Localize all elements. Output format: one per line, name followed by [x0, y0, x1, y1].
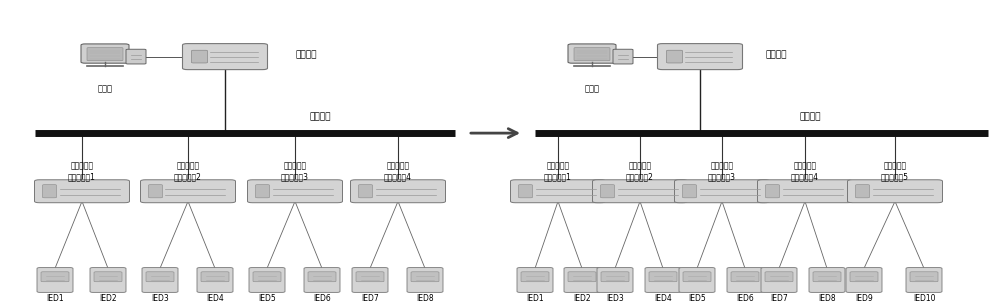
Text: IED4: IED4 [654, 294, 672, 303]
Text: IED5: IED5 [258, 294, 276, 303]
FancyBboxPatch shape [848, 180, 942, 203]
Text: 数字式继电
保护测试裈5: 数字式继电 保护测试裈5 [881, 162, 909, 181]
FancyBboxPatch shape [256, 185, 270, 198]
FancyBboxPatch shape [197, 267, 233, 293]
Text: 系统总线: 系统总线 [309, 112, 331, 121]
Text: 系统总线: 系统总线 [799, 112, 821, 121]
FancyBboxPatch shape [308, 272, 336, 282]
FancyBboxPatch shape [90, 267, 126, 293]
FancyBboxPatch shape [253, 272, 281, 282]
FancyBboxPatch shape [146, 272, 174, 282]
FancyBboxPatch shape [148, 185, 162, 198]
FancyBboxPatch shape [81, 44, 129, 63]
FancyBboxPatch shape [856, 185, 870, 198]
Text: 数字式继电
保护测试裈4: 数字式继电 保护测试裈4 [384, 162, 412, 181]
Text: IED6: IED6 [736, 294, 754, 303]
FancyBboxPatch shape [356, 272, 384, 282]
Text: IED3: IED3 [151, 294, 169, 303]
Text: 仿真主机: 仿真主机 [765, 50, 786, 60]
FancyBboxPatch shape [249, 267, 285, 293]
Text: IED1: IED1 [46, 294, 64, 303]
FancyBboxPatch shape [679, 267, 715, 293]
FancyBboxPatch shape [94, 272, 122, 282]
Text: IED1: IED1 [526, 294, 544, 303]
Text: IED2: IED2 [573, 294, 591, 303]
FancyBboxPatch shape [568, 272, 596, 282]
FancyBboxPatch shape [41, 272, 69, 282]
FancyBboxPatch shape [126, 49, 146, 64]
FancyBboxPatch shape [248, 180, 342, 203]
FancyBboxPatch shape [564, 267, 600, 293]
FancyBboxPatch shape [37, 267, 73, 293]
FancyBboxPatch shape [359, 185, 373, 198]
FancyBboxPatch shape [411, 272, 439, 282]
FancyBboxPatch shape [519, 185, 533, 198]
FancyBboxPatch shape [192, 50, 208, 63]
FancyBboxPatch shape [201, 272, 229, 282]
FancyBboxPatch shape [758, 180, 852, 203]
FancyBboxPatch shape [34, 180, 130, 203]
Text: IED8: IED8 [818, 294, 836, 303]
FancyBboxPatch shape [592, 180, 688, 203]
Text: 上位机: 上位机 [98, 84, 112, 93]
Text: IED2: IED2 [99, 294, 117, 303]
FancyBboxPatch shape [351, 180, 446, 203]
Text: 数字式继电
保护测试裈1: 数字式继电 保护测试裈1 [544, 162, 572, 181]
FancyBboxPatch shape [731, 272, 759, 282]
FancyBboxPatch shape [649, 272, 677, 282]
FancyBboxPatch shape [765, 272, 793, 282]
FancyBboxPatch shape [140, 180, 236, 203]
FancyBboxPatch shape [658, 44, 742, 70]
FancyBboxPatch shape [511, 180, 606, 203]
FancyBboxPatch shape [846, 267, 882, 293]
FancyBboxPatch shape [910, 272, 938, 282]
FancyBboxPatch shape [666, 50, 682, 63]
Text: IED7: IED7 [770, 294, 788, 303]
FancyBboxPatch shape [517, 267, 553, 293]
FancyBboxPatch shape [352, 267, 388, 293]
FancyBboxPatch shape [521, 272, 549, 282]
Text: IED9: IED9 [855, 294, 873, 303]
FancyBboxPatch shape [304, 267, 340, 293]
FancyBboxPatch shape [574, 47, 610, 61]
FancyBboxPatch shape [613, 49, 633, 64]
Text: 数字式继电
保护测试裈2: 数字式继电 保护测试裈2 [174, 162, 202, 181]
FancyBboxPatch shape [87, 47, 123, 61]
FancyBboxPatch shape [813, 272, 841, 282]
FancyBboxPatch shape [407, 267, 443, 293]
FancyBboxPatch shape [850, 272, 878, 282]
FancyBboxPatch shape [683, 272, 711, 282]
FancyBboxPatch shape [568, 44, 616, 63]
Text: IED3: IED3 [606, 294, 624, 303]
Text: 数字式继电
保护测试裈4: 数字式继电 保护测试裈4 [791, 162, 819, 181]
Text: IED8: IED8 [416, 294, 434, 303]
Text: IED10: IED10 [913, 294, 935, 303]
Text: IED6: IED6 [313, 294, 331, 303]
FancyBboxPatch shape [597, 267, 633, 293]
FancyBboxPatch shape [809, 267, 845, 293]
Text: 上位机: 上位机 [584, 84, 600, 93]
FancyBboxPatch shape [601, 272, 629, 282]
Text: IED5: IED5 [688, 294, 706, 303]
FancyBboxPatch shape [42, 185, 56, 198]
FancyBboxPatch shape [906, 267, 942, 293]
FancyBboxPatch shape [600, 185, 614, 198]
FancyBboxPatch shape [761, 267, 797, 293]
Text: 仿真主机: 仿真主机 [295, 50, 316, 60]
FancyBboxPatch shape [182, 44, 267, 70]
FancyBboxPatch shape [645, 267, 681, 293]
Text: IED4: IED4 [206, 294, 224, 303]
Text: IED7: IED7 [361, 294, 379, 303]
FancyBboxPatch shape [142, 267, 178, 293]
Text: 数字式继电
保护测试裈1: 数字式继电 保护测试裈1 [68, 162, 96, 181]
FancyBboxPatch shape [674, 180, 770, 203]
FancyBboxPatch shape [766, 185, 780, 198]
FancyBboxPatch shape [727, 267, 763, 293]
Text: 数字式继电
保护测试裈3: 数字式继电 保护测试裈3 [708, 162, 736, 181]
FancyBboxPatch shape [682, 185, 696, 198]
Text: 数字式继电
保护测试裈2: 数字式继电 保护测试裈2 [626, 162, 654, 181]
Text: 数字式继电
保护测试裈3: 数字式继电 保护测试裈3 [281, 162, 309, 181]
